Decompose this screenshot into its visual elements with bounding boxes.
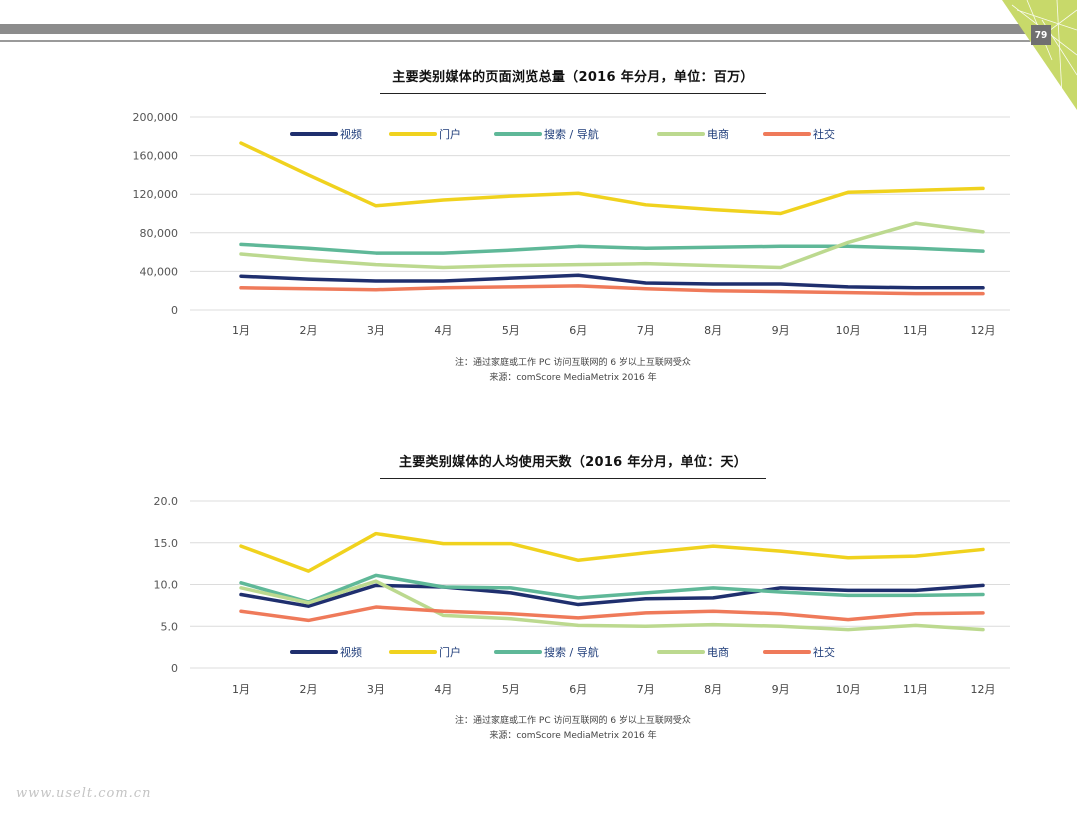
y-tick-label: 0 xyxy=(171,304,178,317)
watermark: www.uselt.com.cn xyxy=(16,786,152,801)
x-tick-label: 3月 xyxy=(367,683,385,696)
x-tick-label: 10月 xyxy=(836,683,861,696)
x-tick-label: 10月 xyxy=(836,324,861,337)
chart-2-title: 主要类别媒体的人均使用天数（2016 年分月，单位：天） xyxy=(398,455,748,470)
x-tick-label: 1月 xyxy=(232,683,250,696)
x-tick-label: 7月 xyxy=(637,324,655,337)
series-line-4 xyxy=(239,605,985,623)
legend-label: 视频 xyxy=(340,645,362,659)
y-tick-label: 20.0 xyxy=(154,495,179,508)
x-tick-label: 11月 xyxy=(903,683,928,696)
corner-decoration xyxy=(1002,0,1077,110)
legend-label: 门户 xyxy=(439,127,461,141)
series-line-1 xyxy=(239,531,985,573)
y-tick-label: 160,000 xyxy=(133,150,179,163)
series-line-0 xyxy=(239,273,985,290)
legend-label: 社交 xyxy=(813,645,835,659)
y-tick-label: 5.0 xyxy=(161,620,179,633)
x-tick-label: 2月 xyxy=(299,683,317,696)
x-tick-label: 2月 xyxy=(299,324,317,337)
y-tick-label: 10.0 xyxy=(154,579,179,592)
chart-2-notes: 注：通过家庭或工作 PC 访问互联网的 6 岁以上互联网受众 来源：comSco… xyxy=(300,714,846,744)
header-bar xyxy=(0,24,1077,34)
series-line-2 xyxy=(239,242,985,255)
legend-label: 搜索 / 导航 xyxy=(544,645,599,659)
chart-1-title: 主要类别媒体的页面浏览总量（2016 年分月，单位：百万） xyxy=(392,70,754,85)
series-line-3 xyxy=(239,579,985,632)
legend-label: 电商 xyxy=(707,127,729,141)
series-line-2 xyxy=(239,573,985,604)
x-tick-label: 9月 xyxy=(772,324,790,337)
legend-label: 门户 xyxy=(439,645,461,659)
x-tick-label: 3月 xyxy=(367,324,385,337)
legend-label: 社交 xyxy=(813,127,835,141)
x-tick-label: 8月 xyxy=(704,324,722,337)
x-tick-label: 7月 xyxy=(637,683,655,696)
x-tick-label: 5月 xyxy=(502,683,520,696)
chart-2-title-rule xyxy=(380,478,766,479)
chart-1-notes: 注：通过家庭或工作 PC 访问互联网的 6 岁以上互联网受众 来源：comSco… xyxy=(300,356,846,386)
chart-1-title-rule xyxy=(380,93,766,94)
x-tick-label: 4月 xyxy=(434,324,452,337)
series-line-0 xyxy=(239,583,985,608)
x-tick-label: 1月 xyxy=(232,324,250,337)
chart-1-plot: 200,000 160,000 120,000 80,000 40,000 0 1月 2月 3月… xyxy=(133,111,1010,337)
chart-1-note: 注：通过家庭或工作 PC 访问互联网的 6 岁以上互联网受众 xyxy=(455,358,691,368)
y-tick-label: 40,000 xyxy=(140,265,179,278)
legend-label: 搜索 / 导航 xyxy=(544,127,599,141)
x-tick-label: 4月 xyxy=(434,683,452,696)
x-tick-label: 9月 xyxy=(772,683,790,696)
chart-2-note: 注：通过家庭或工作 PC 访问互联网的 6 岁以上互联网受众 xyxy=(455,716,691,726)
x-tick-label: 12月 xyxy=(971,324,996,337)
x-tick-label: 11月 xyxy=(903,324,928,337)
y-tick-label: 15.0 xyxy=(154,537,179,550)
x-tick-label: 5月 xyxy=(502,324,520,337)
series-line-4 xyxy=(239,284,985,296)
header-rule xyxy=(0,40,1030,42)
y-tick-label: 0 xyxy=(171,662,178,675)
x-tick-label: 6月 xyxy=(569,324,587,337)
y-tick-label: 200,000 xyxy=(133,111,179,124)
legend-label: 视频 xyxy=(340,127,362,141)
legend-label: 电商 xyxy=(707,645,729,659)
x-tick-label: 8月 xyxy=(704,683,722,696)
y-tick-label: 80,000 xyxy=(140,227,179,240)
chart-2-source: 来源：comScore MediaMetrix 2016 年 xyxy=(489,731,657,741)
x-tick-label: 6月 xyxy=(569,683,587,696)
x-tick-label: 12月 xyxy=(971,683,996,696)
page-number: 79 xyxy=(1031,25,1051,45)
chart-1-source: 来源：comScore MediaMetrix 2016 年 xyxy=(489,373,657,383)
y-tick-label: 120,000 xyxy=(133,188,179,201)
series-line-1 xyxy=(239,141,985,216)
series-line-3 xyxy=(239,221,985,270)
